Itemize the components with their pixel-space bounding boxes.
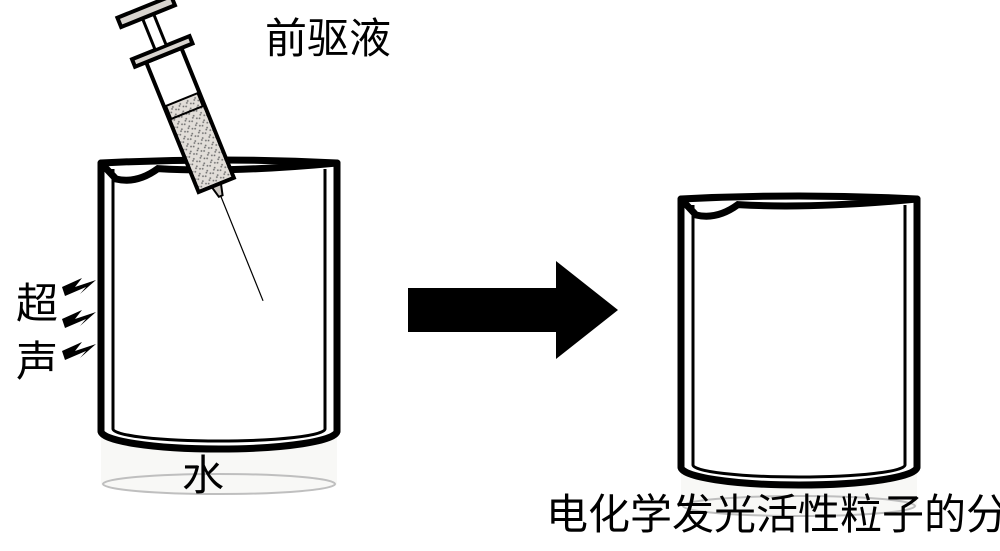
label-precursor: 前驱液 [265,5,391,66]
label-water: 水 [182,442,224,503]
label-ultrasonic-line1: 超 [16,270,58,331]
label-ultrasonic-line2: 声 [16,328,58,389]
ultrasonic-waves-icon [62,278,96,360]
diagram-canvas: 前驱液 超 声 水 电化学发光活性粒子的分散液 [0,0,1000,551]
diagram-svg [0,0,1000,551]
label-product: 电化学发光活性粒子的分散液 [546,481,1000,542]
beaker-product [681,196,917,516]
process-arrow [408,261,618,359]
